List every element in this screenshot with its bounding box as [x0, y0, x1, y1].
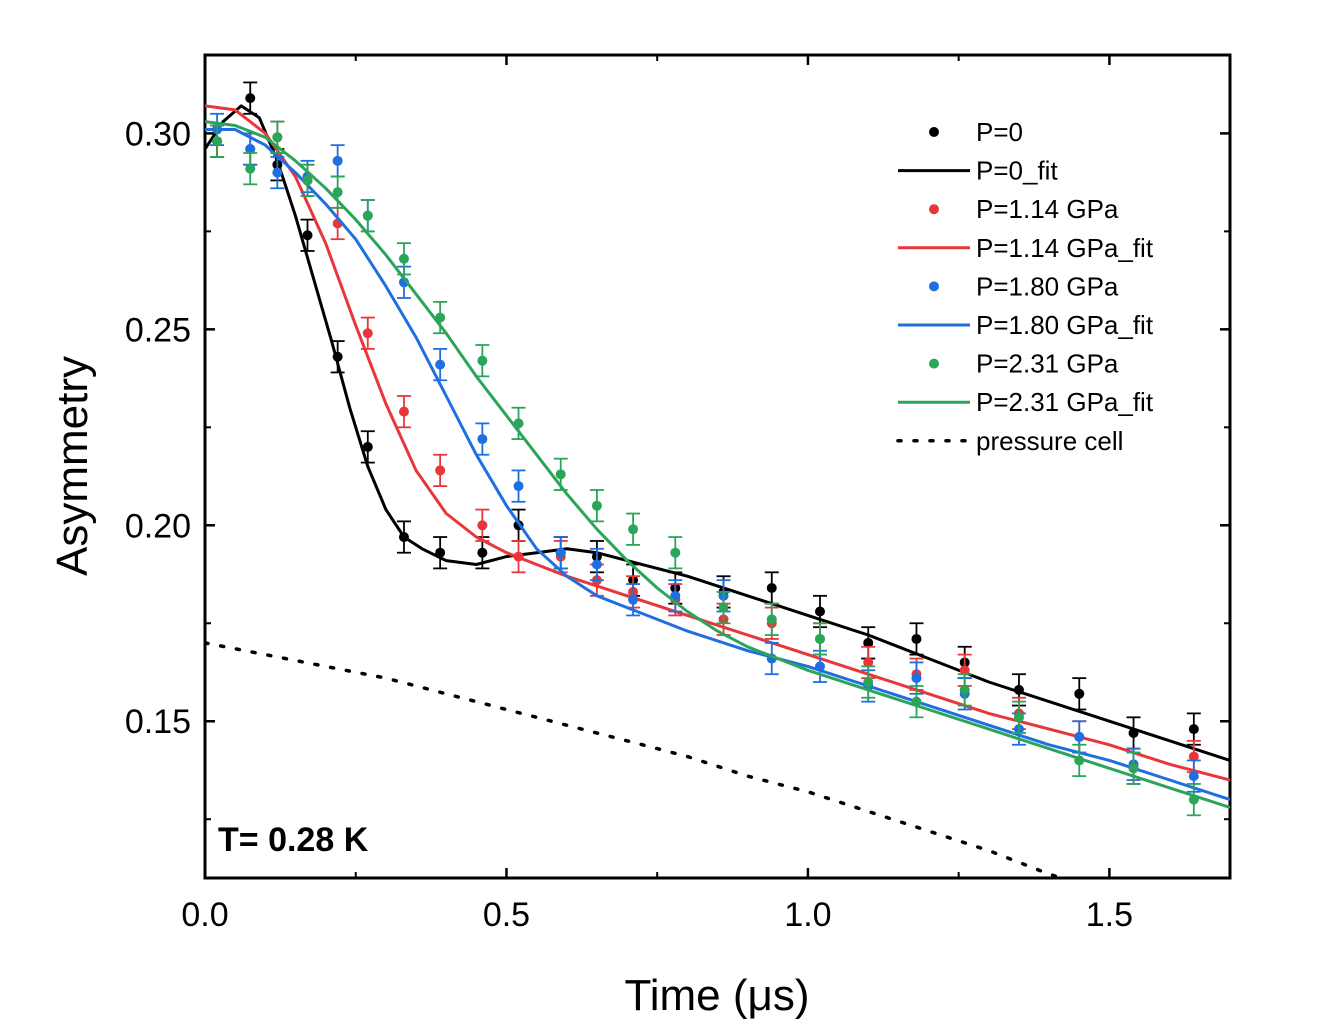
data-point — [362, 328, 373, 339]
y-tick-label: 0.30 — [125, 115, 191, 153]
fit-line — [205, 104, 1230, 762]
data-point — [435, 359, 446, 370]
data-point — [245, 93, 256, 104]
data-point — [815, 633, 825, 644]
data-point — [302, 230, 313, 241]
fit-line — [205, 128, 1230, 802]
legend-item-p-0: P=0 — [929, 117, 1023, 147]
data-point — [911, 633, 922, 644]
data-point — [1074, 731, 1085, 742]
series-p-2-31-gpa-fit — [205, 120, 1230, 809]
legend-label: P=0_fit — [976, 156, 1058, 186]
fit-line — [205, 104, 1230, 782]
series-p-0-fit — [205, 104, 1230, 762]
legend-item-p-2-31-gpa: P=2.31 GPa — [929, 349, 1119, 379]
legend-label: P=1.80 GPa_fit — [976, 310, 1154, 340]
series-p-1-80-gpa-fit — [205, 128, 1230, 802]
data-point — [362, 210, 373, 221]
legend: P=0 P=0_fit P=1.14 GPa P=1.14 GPa_fit P=1.80… — [896, 117, 1154, 456]
legend-marker — [929, 127, 939, 137]
data-point — [815, 606, 825, 617]
fit-line — [205, 120, 1230, 809]
legend-item-p-1-80-gpa-fit: P=1.80 GPa_fit — [898, 310, 1154, 340]
data-point — [513, 481, 524, 492]
series-p-2-31-gpa — [210, 120, 1201, 817]
data-point — [272, 132, 283, 143]
data-point — [245, 144, 256, 155]
data-point — [477, 434, 488, 445]
legend-marker — [929, 204, 939, 215]
data-point — [628, 524, 639, 535]
axis-ticks: 0.0 0.5 1.0 1.5 0.15 0.20 0.25 0.30 — [125, 55, 1230, 934]
y-tick-label: 0.15 — [125, 703, 191, 741]
x-tick-label: 1.5 — [1086, 896, 1133, 934]
data-point — [766, 582, 777, 593]
data-point — [398, 253, 409, 264]
data-point — [1074, 688, 1085, 699]
data-point — [435, 465, 446, 476]
legend-label: P=2.31 GPa_fit — [976, 387, 1154, 417]
legend-label: P=1.80 GPa — [976, 271, 1119, 301]
data-point — [628, 594, 639, 605]
legend-item-p-1-14-gpa: P=1.14 GPa — [929, 194, 1119, 224]
data-point — [863, 637, 874, 648]
x-tick-label: 1.0 — [784, 896, 831, 934]
data-point — [1188, 771, 1199, 782]
data-point — [863, 657, 874, 668]
data-point — [766, 614, 777, 625]
legend-label: P=2.31 GPa — [976, 349, 1119, 379]
plot-frame — [203, 53, 1232, 880]
data-point — [477, 547, 488, 558]
legend-marker — [929, 358, 939, 369]
data-point — [911, 673, 922, 684]
data-point — [959, 665, 970, 676]
series-layer — [205, 81, 1230, 878]
data-point — [1188, 751, 1199, 762]
data-point — [555, 469, 566, 480]
data-point — [591, 500, 602, 511]
series-p-1-14-gpa-fit — [205, 104, 1230, 782]
y-tick-label: 0.25 — [125, 311, 191, 349]
data-point — [670, 547, 681, 558]
data-point — [959, 684, 970, 695]
legend-label: P=1.14 GPa — [976, 194, 1119, 224]
data-point — [477, 520, 488, 531]
data-point — [302, 175, 313, 186]
data-point — [212, 136, 223, 147]
y-axis-title: Asymmetry — [48, 356, 97, 576]
data-point — [362, 441, 373, 452]
pressure-cell-curve — [205, 641, 1063, 878]
temperature-annotation: T= 0.28 K — [218, 821, 369, 859]
data-point — [332, 187, 343, 198]
legend-item-p-0-fit: P=0_fit — [898, 156, 1058, 186]
legend-item-pressure-cell: pressure cell — [896, 426, 1123, 456]
data-point — [555, 547, 566, 558]
x-axis-title: Time (μs) — [624, 971, 809, 1020]
data-point — [1188, 724, 1199, 735]
data-point — [332, 155, 343, 166]
legend-label: pressure cell — [976, 426, 1123, 456]
series-pressure-cell — [205, 641, 1063, 878]
legend-marker — [929, 281, 939, 292]
data-point — [398, 406, 409, 417]
y-tick-label: 0.20 — [125, 507, 191, 545]
data-point — [245, 163, 256, 174]
data-point — [272, 167, 283, 178]
legend-label: P=0 — [976, 117, 1023, 147]
data-point — [477, 355, 488, 366]
data-point — [718, 602, 729, 613]
x-tick-label: 0.0 — [181, 896, 228, 934]
data-point — [1013, 712, 1024, 723]
legend-item-p-1-14-gpa-fit: P=1.14 GPa_fit — [898, 233, 1154, 263]
data-point — [863, 677, 874, 688]
plot-border — [203, 53, 1232, 880]
legend-item-p-2-31-gpa-fit: P=2.31 GPa_fit — [898, 387, 1154, 417]
data-point — [591, 559, 602, 570]
legend-item-p-1-80-gpa: P=1.80 GPa — [929, 271, 1119, 301]
legend-label: P=1.14 GPa_fit — [976, 233, 1154, 263]
data-point — [1128, 763, 1139, 774]
x-tick-label: 0.5 — [483, 896, 530, 934]
